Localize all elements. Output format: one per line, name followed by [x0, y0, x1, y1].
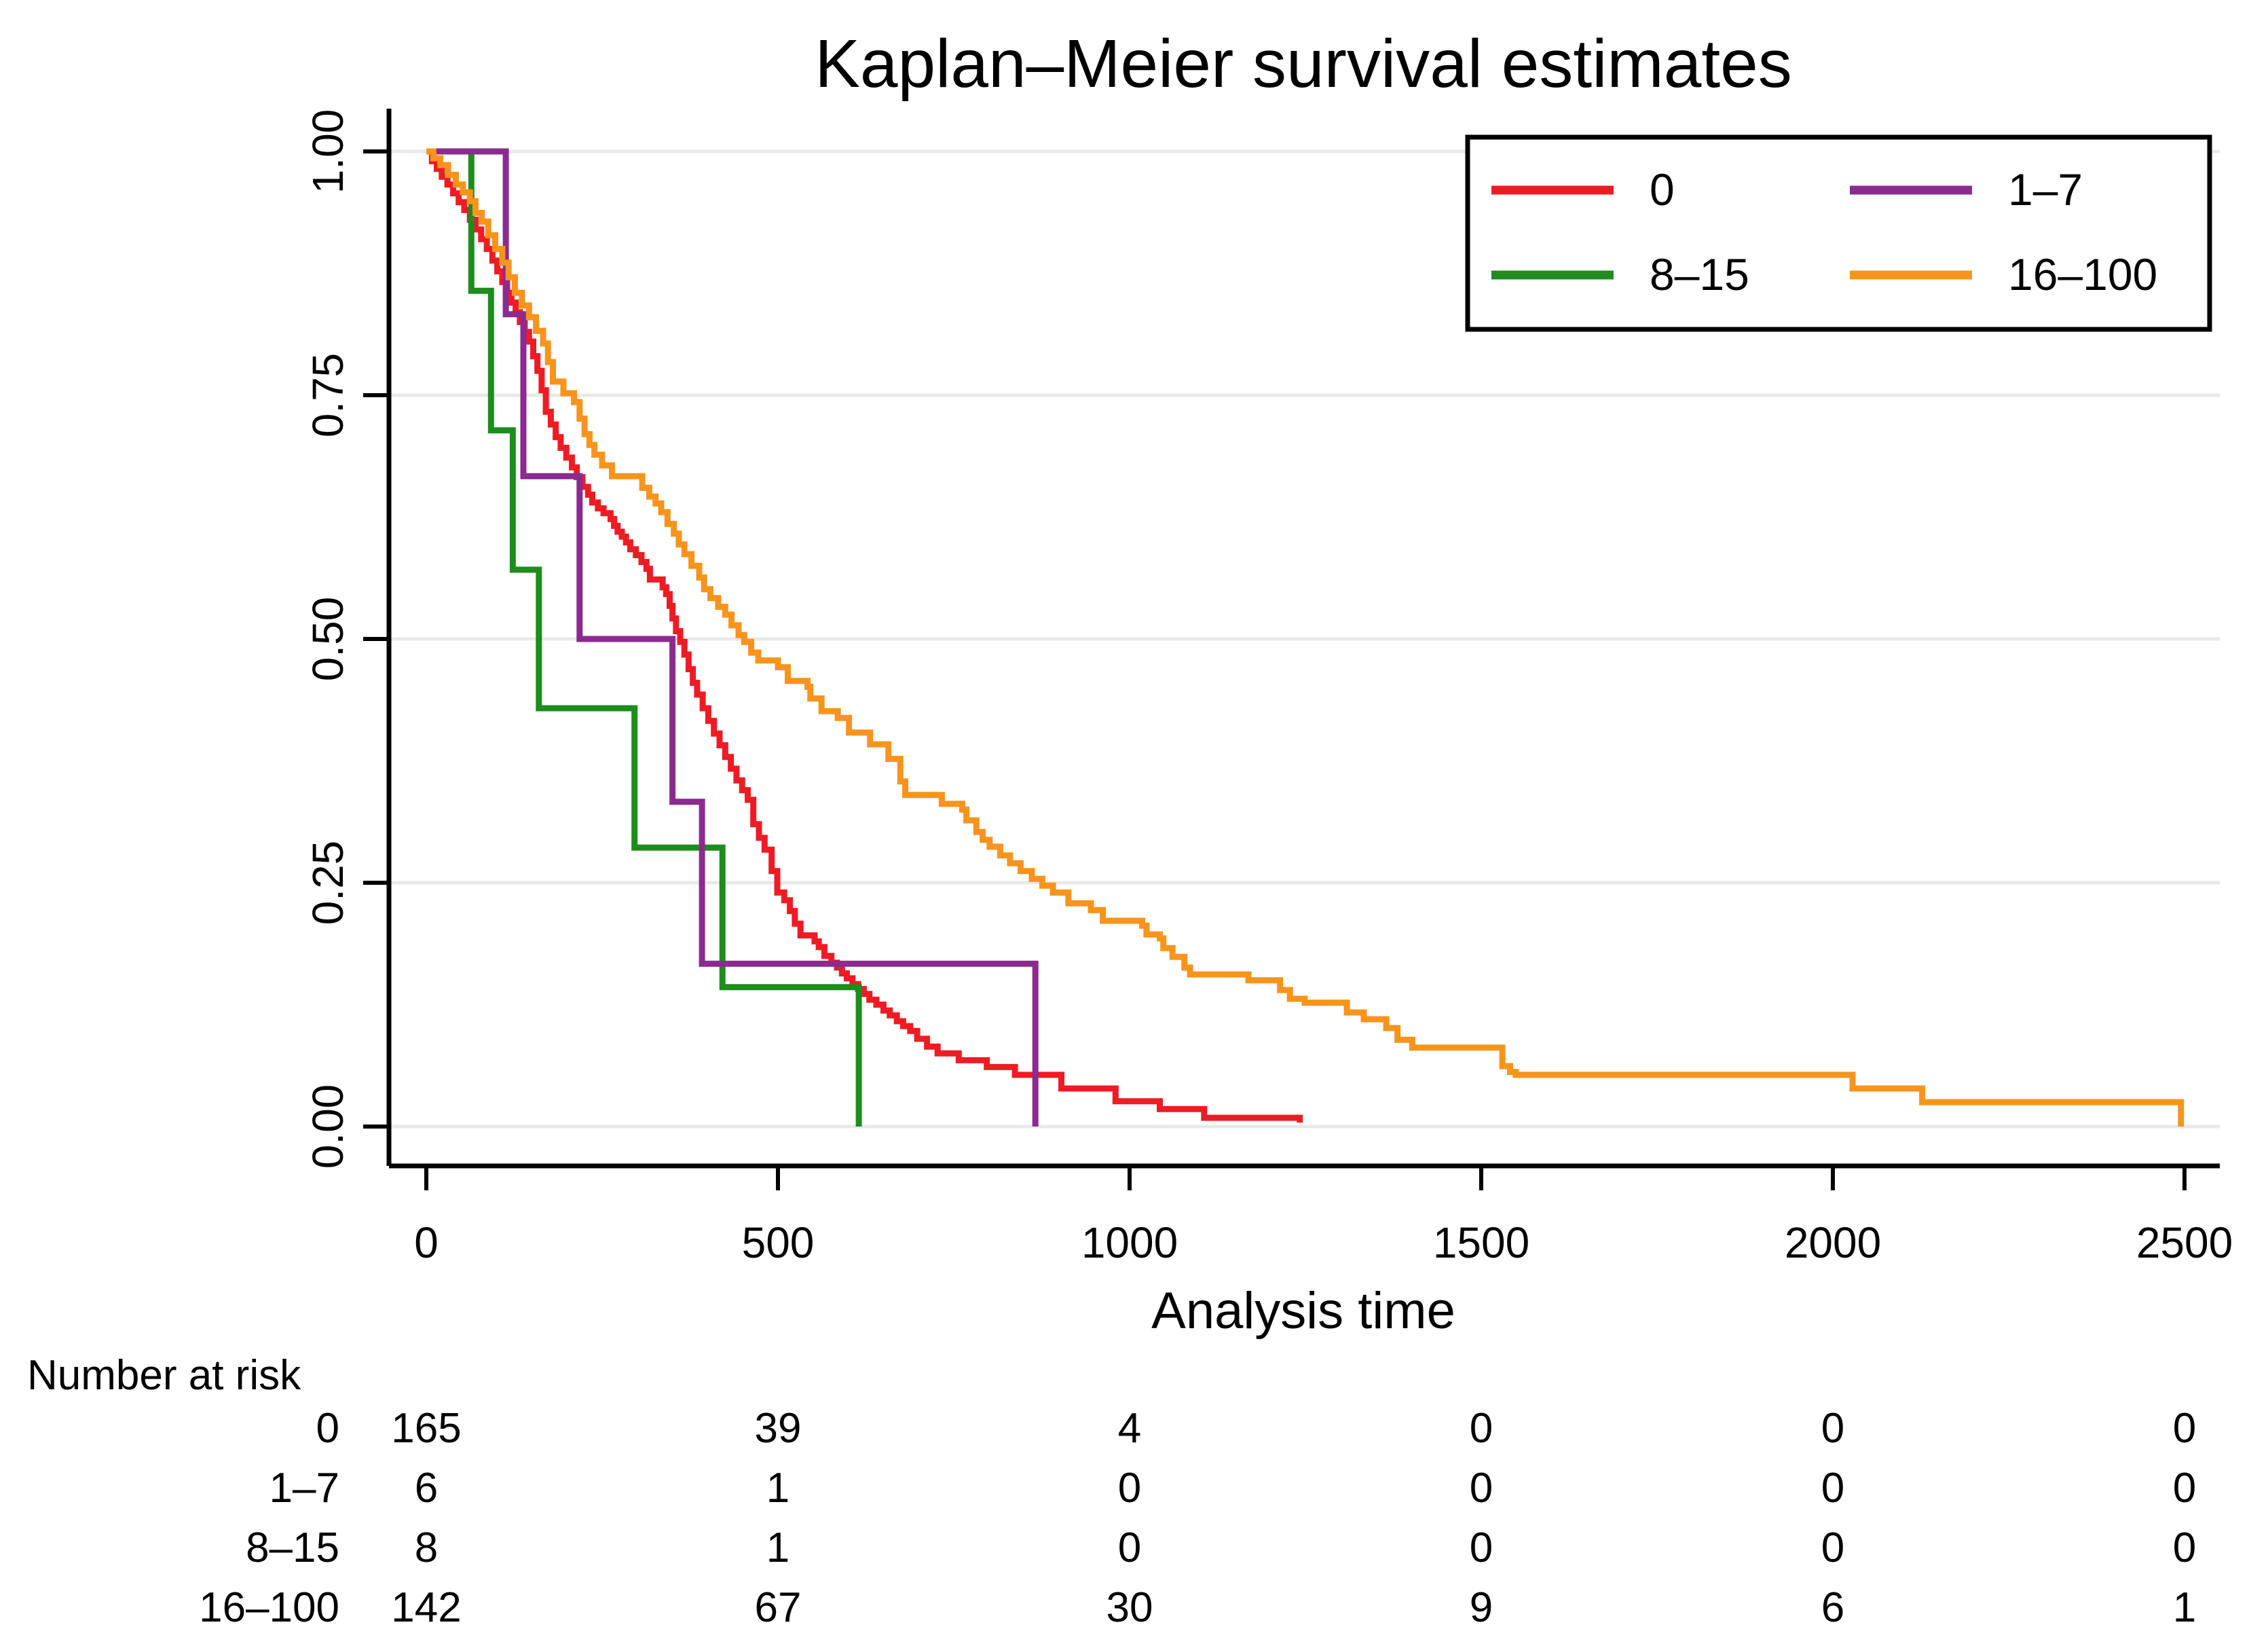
risk-row-label: 8–15 — [246, 1524, 339, 1571]
km-curve-0 — [426, 148, 1303, 1123]
risk-value: 9 — [1470, 1584, 1493, 1631]
legend-label-0: 0 — [1650, 164, 1675, 215]
risk-value: 6 — [1821, 1584, 1844, 1631]
risk-value: 1 — [2173, 1584, 2196, 1631]
x-tick-label: 500 — [742, 1218, 815, 1267]
y-tick-label: 0.25 — [303, 841, 352, 926]
number-at-risk-header: Number at risk — [27, 1352, 301, 1399]
curves-layer — [426, 148, 2185, 1127]
risk-value: 165 — [391, 1405, 461, 1452]
risk-row-label: 1–7 — [269, 1465, 339, 1512]
risk-value: 142 — [391, 1584, 461, 1631]
legend: 0 1–7 8–15 16–100 — [1465, 134, 2212, 332]
km-curve-8–15 — [426, 148, 862, 1127]
y-tick-label: 0.00 — [303, 1084, 352, 1169]
risk-row-label: 0 — [316, 1405, 339, 1452]
legend-label-8–15: 8–15 — [1650, 249, 1749, 299]
legend-label-1–7: 1–7 — [2008, 164, 2083, 215]
x-tick-label: 2000 — [1785, 1218, 1881, 1267]
axes-layer: 0.00 0.25 0.50 0.75 1.00 0 500 1000 1500 2000 2500 — [303, 109, 2233, 1267]
risk-value: 39 — [755, 1405, 802, 1452]
x-tick-label: 2500 — [2136, 1218, 2233, 1267]
y-tick-label: 0.75 — [303, 353, 352, 438]
y-tick-label: 1.00 — [303, 109, 352, 194]
x-tick-label: 1500 — [1433, 1218, 1529, 1267]
risk-value: 0 — [2173, 1405, 2196, 1452]
risk-value: 0 — [2173, 1465, 2196, 1512]
risk-value: 0 — [1118, 1524, 1141, 1571]
risk-value: 0 — [1821, 1524, 1844, 1571]
x-tick-label: 1000 — [1081, 1218, 1178, 1267]
risk-value: 30 — [1107, 1584, 1153, 1631]
legend-box — [1465, 134, 2212, 332]
x-tick-label: 0 — [414, 1218, 439, 1267]
chart-title: Kaplan–Meier survival estimates — [815, 26, 1792, 102]
legend-label-16–100: 16–100 — [2008, 249, 2157, 299]
risk-value: 8 — [415, 1524, 438, 1571]
risk-value: 0 — [2173, 1524, 2196, 1571]
gridlines-layer — [389, 149, 2220, 1129]
risk-value: 1 — [766, 1524, 789, 1571]
risk-value: 6 — [415, 1465, 438, 1512]
y-tick-label: 0.50 — [303, 597, 352, 682]
risk-value: 0 — [1821, 1465, 1844, 1512]
km-curve-1–7 — [426, 148, 1039, 1127]
x-axis-label: Analysis time — [1151, 1282, 1455, 1340]
risk-value: 0 — [1470, 1405, 1493, 1452]
number-at-risk-table: 0 165 39 4 0 0 0 1–7 6 1 0 0 0 0 8–15 8 1 0 0 0 0 16–100 142 67… — [199, 1405, 2196, 1631]
risk-value: 0 — [1118, 1465, 1141, 1512]
risk-value: 0 — [1821, 1405, 1844, 1452]
risk-value: 0 — [1470, 1524, 1493, 1571]
risk-value: 0 — [1470, 1465, 1493, 1512]
risk-value: 67 — [755, 1584, 802, 1631]
risk-value: 4 — [1118, 1405, 1141, 1452]
km-curve-16–100 — [426, 148, 2185, 1127]
risk-value: 1 — [766, 1465, 789, 1512]
risk-row-label: 16–100 — [199, 1584, 339, 1631]
